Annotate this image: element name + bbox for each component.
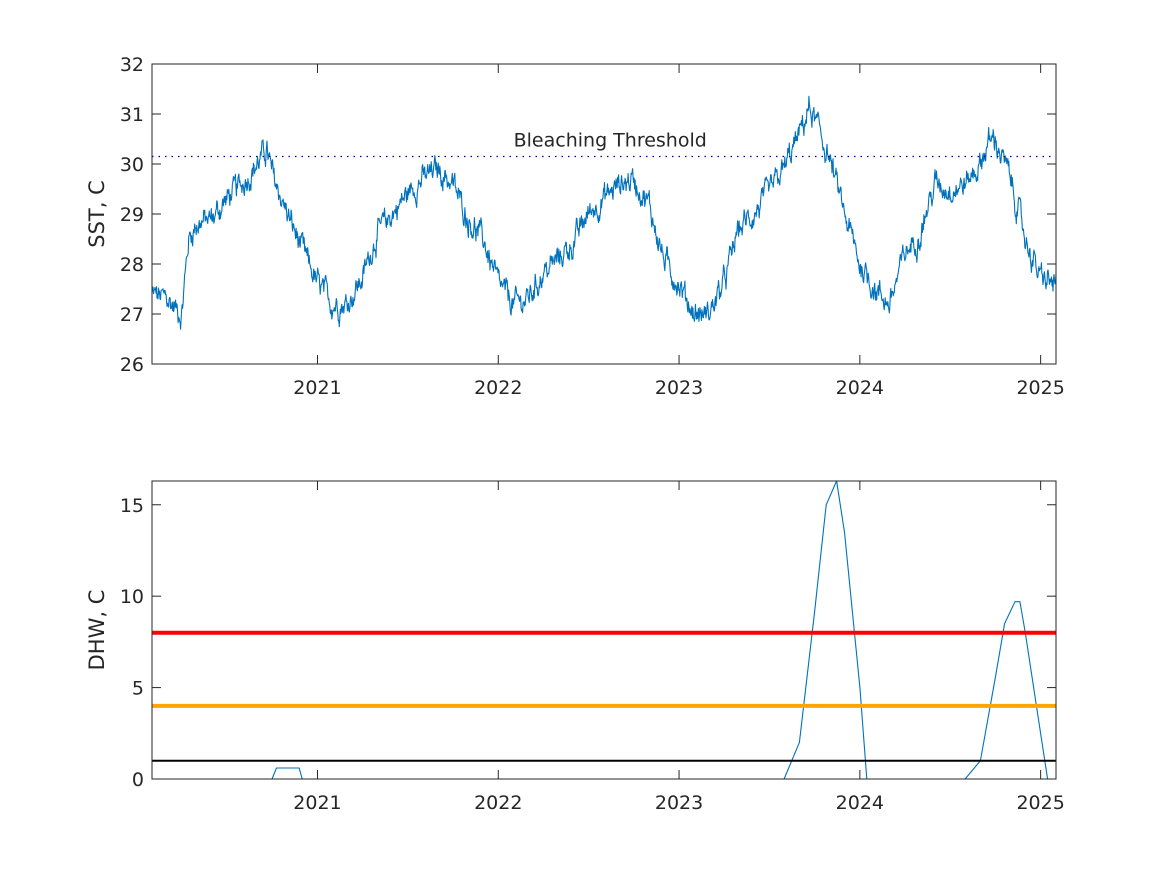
sst-ytick-label: 31	[120, 104, 144, 126]
sst-ytick-label: 32	[120, 54, 144, 76]
dhw-ytick-label: 15	[120, 495, 144, 517]
sst-ytick-label: 30	[120, 154, 144, 176]
sst-series-line	[152, 95, 1056, 330]
dhw-xtick-label: 2025	[1016, 792, 1064, 814]
dhw-series-line	[152, 480, 1056, 780]
sst-xtick-label: 2025	[1016, 377, 1064, 399]
dhw-xtick-label: 2023	[655, 792, 703, 814]
sst-ytick-label: 29	[120, 204, 144, 226]
sst-ytick-label: 27	[120, 304, 144, 326]
dhw-series-group	[152, 480, 1056, 780]
sst-xtick-label: 2024	[836, 377, 884, 399]
dhw-plot-area	[152, 481, 1056, 779]
sst-ytick-label: 26	[120, 354, 144, 376]
sst-plot-area	[152, 64, 1056, 364]
dhw-xtick-label: 2021	[293, 792, 341, 814]
sst-series-group	[152, 95, 1056, 330]
sst-xtick-label: 2021	[293, 377, 341, 399]
dhw-panel: 0 5 10 15 2021 2022 2023 2024 2025 DHW, C	[85, 480, 1065, 814]
sst-xtick-label: 2023	[655, 377, 703, 399]
bleaching-threshold-label: Bleaching Threshold	[514, 130, 707, 152]
sst-ylabel: SST, C	[85, 180, 109, 248]
dhw-ylabel: DHW, C	[85, 590, 109, 671]
dhw-ytick-label: 5	[132, 678, 144, 700]
sst-panel: 26 27 28 29 30 31 32 2021 2022 2023 2024 2025 SST, C…	[85, 54, 1065, 399]
dhw-xtick-label: 2024	[836, 792, 884, 814]
sst-ytick-label: 28	[120, 254, 144, 276]
dhw-xtick-label: 2022	[474, 792, 522, 814]
dhw-axes-frame	[151, 480, 1057, 780]
dhw-ytick-label: 0	[132, 769, 144, 791]
sst-xtick-label: 2022	[474, 377, 522, 399]
dhw-ytick-label: 10	[120, 586, 144, 608]
